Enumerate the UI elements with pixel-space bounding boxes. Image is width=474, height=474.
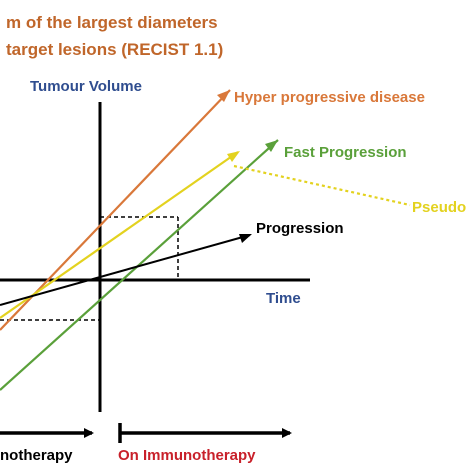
- progression-label: Progression: [256, 220, 344, 237]
- pseudo-progression-dotted: [233, 164, 411, 207]
- hyper-progressive-label: Hyper progressive disease: [234, 89, 425, 106]
- fast-progression-label: Fast Progression: [284, 144, 407, 161]
- pseudo-progression-label: Pseudo: [412, 199, 466, 216]
- pseudo-progression-arrowhead: [227, 151, 240, 162]
- fast-progression-line: [0, 139, 279, 391]
- x-axis-label: Time: [266, 290, 301, 307]
- on-immunotherapy-label: On Immunotherapy: [118, 447, 256, 464]
- progression-line: [0, 234, 251, 306]
- hyper-progressive-arrowhead: [217, 90, 230, 102]
- fast-progression-arrowhead: [265, 140, 278, 152]
- y-axis-label: Tumour Volume: [30, 78, 142, 95]
- title-line-1: m of the largest diameters: [6, 13, 218, 32]
- pseudo-progression-line: [0, 151, 239, 319]
- progression-arrowhead: [239, 234, 252, 243]
- title-line-2: target lesions (RECIST 1.1): [6, 40, 223, 59]
- before-therapy-label: notherapy: [0, 447, 73, 464]
